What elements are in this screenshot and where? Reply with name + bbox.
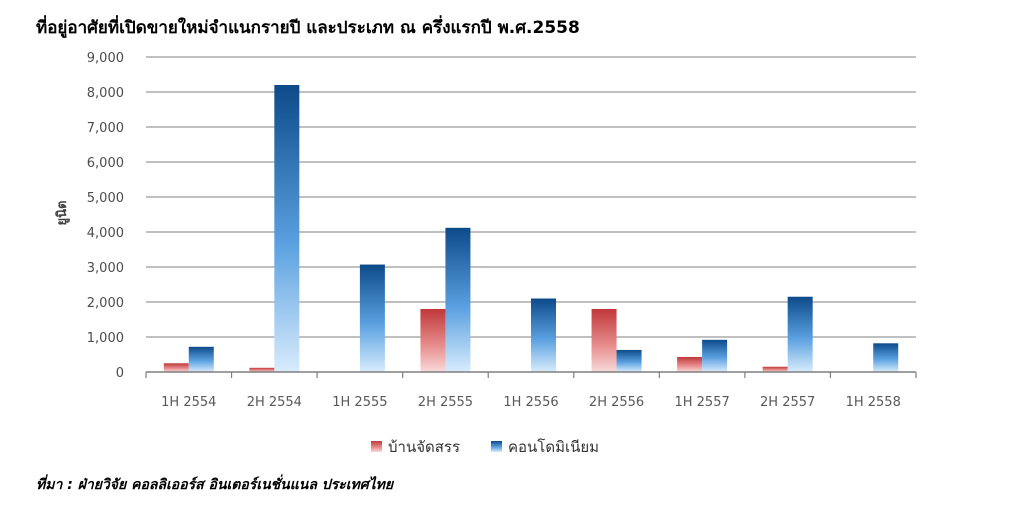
x-tick-label: 2H 2557 [760,395,815,410]
y-tick-label: 0 [116,366,124,381]
bar [420,309,446,372]
bar [445,227,471,372]
chart-title: ที่อยู่อาศัยที่เปิดขายใหม่จำแนกรายปี และ… [36,18,580,38]
bar [616,349,642,372]
x-axis: 1H 2554 2H 2554 1H 2555 2H 2555 1H 2556 2H 25… [145,371,917,410]
x-tick-label: 2H 2556 [589,395,644,410]
y-tick-label: 9,000 [87,51,124,66]
y-axis-ticks: 0 1,000 2,000 3,000 4,000 5,000 6,000 7,000 8,00… [87,51,124,381]
y-tick-label: 1,000 [87,331,124,346]
x-tick-label: 1H 2554 [161,395,216,410]
legend-label-houses: บ้านจัดสรร [388,438,460,456]
y-tick-label: 2,000 [87,296,124,311]
bar [249,367,275,372]
x-tick-label: 1H 2555 [332,395,387,410]
x-tick-label: 1H 2556 [503,395,558,410]
legend-swatch-condos [491,441,502,452]
bar [702,339,728,372]
legend: บ้านจัดสรร คอนโดมิเนียม [371,438,599,456]
bar [188,346,214,372]
y-tick-label: 7,000 [87,121,124,136]
bar [873,343,899,372]
bar [531,298,556,372]
bar [591,309,617,372]
y-tick-label: 8,000 [87,86,124,101]
bars [163,85,899,372]
source-note: ที่มา : ฝ่ายวิจัย คอลลิเออร์ส อินเตอร์เน… [36,477,394,493]
bar [359,264,385,372]
gridlines [146,56,916,338]
x-tick-label: 2H 2555 [418,395,473,410]
x-tick-label: 2H 2554 [247,395,302,410]
x-tick-label: 1H 2557 [674,395,729,410]
y-tick-label: 5,000 [87,191,124,206]
bar-chart: 0 1,000 2,000 3,000 4,000 5,000 6,000 7,000 8,00… [55,51,917,456]
y-axis-label: ยูนิต [55,201,70,226]
bar [787,296,813,372]
y-tick-label: 3,000 [87,261,124,276]
y-tick-label: 4,000 [87,226,124,241]
x-tick-label: 1H 2558 [846,395,901,410]
bar [677,356,703,372]
bar [163,363,189,372]
y-tick-label: 6,000 [87,156,124,171]
legend-swatch-houses [371,441,382,452]
bar [762,366,788,372]
legend-label-condos: คอนโดมิเนียม [508,438,599,456]
bar [274,85,300,372]
